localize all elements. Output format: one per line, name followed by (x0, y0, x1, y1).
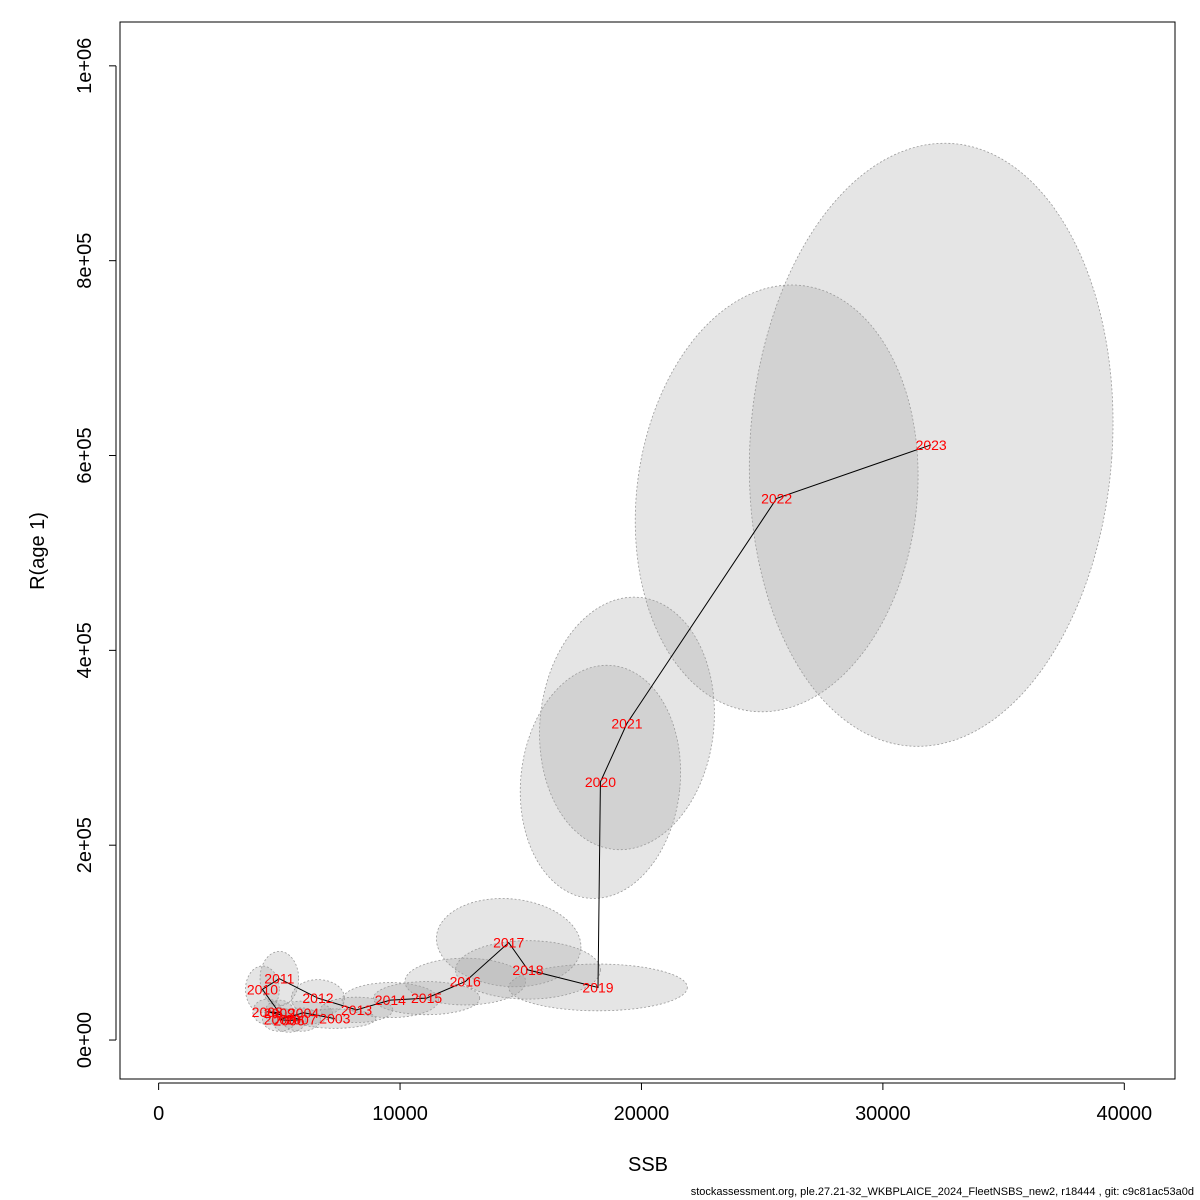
year-label-2008: 2008 (252, 1004, 283, 1020)
y-tick-label: 4e+05 (74, 622, 96, 678)
year-label-2020: 2020 (585, 774, 616, 790)
y-tick-label: 2e+05 (74, 817, 96, 873)
footer-credit: stockassessment.org, ple.27.21-32_WKBPLA… (690, 1186, 1194, 1198)
year-label-2005: 2005 (264, 1012, 295, 1028)
x-tick-label: 30000 (855, 1103, 911, 1125)
y-axis: 0e+00 2e+05 4e+05 6e+05 8e+05 1e+06 (74, 38, 117, 1068)
year-label-2012: 2012 (302, 990, 333, 1006)
plot-frame (119, 21, 1176, 1080)
y-tick-label: 6e+05 (74, 427, 96, 483)
y-tick-label: 8e+05 (74, 233, 96, 289)
year-label-2021: 2021 (611, 715, 642, 731)
year-label-2019: 2019 (582, 979, 613, 995)
year-label-2006: 2006 (273, 1013, 304, 1029)
year-label-2009: 2009 (264, 1005, 295, 1021)
year-label-2003: 2003 (319, 1011, 350, 1027)
year-label-2014: 2014 (375, 992, 406, 1008)
year-label-2016: 2016 (450, 974, 481, 990)
y-tick-label: 1e+06 (74, 38, 96, 94)
y-axis-title: R(age 1) (27, 512, 49, 590)
y-tick-label: 0e+00 (74, 1012, 96, 1068)
year-label-2023: 2023 (916, 437, 947, 453)
year-label-2015: 2015 (411, 990, 442, 1006)
year-label-2007: 2007 (285, 1012, 316, 1028)
x-tick-label: 40000 (1096, 1103, 1152, 1125)
trajectory-line (261, 444, 932, 1022)
year-label-2011: 2011 (264, 971, 294, 987)
x-axis-title: SSB (628, 1154, 668, 1176)
year-label-2004: 2004 (288, 1005, 319, 1021)
x-tick-label: 0 (153, 1103, 164, 1125)
x-tick-label: 10000 (372, 1103, 428, 1125)
year-label-2022: 2022 (761, 490, 792, 506)
year-label-2010: 2010 (247, 981, 278, 997)
year-label-2018: 2018 (512, 962, 543, 978)
year-label-2013: 2013 (341, 1002, 372, 1018)
x-tick-label: 20000 (614, 1103, 670, 1125)
x-axis: 0 10000 20000 30000 40000 (153, 1082, 1152, 1125)
year-label-2017: 2017 (493, 935, 524, 951)
